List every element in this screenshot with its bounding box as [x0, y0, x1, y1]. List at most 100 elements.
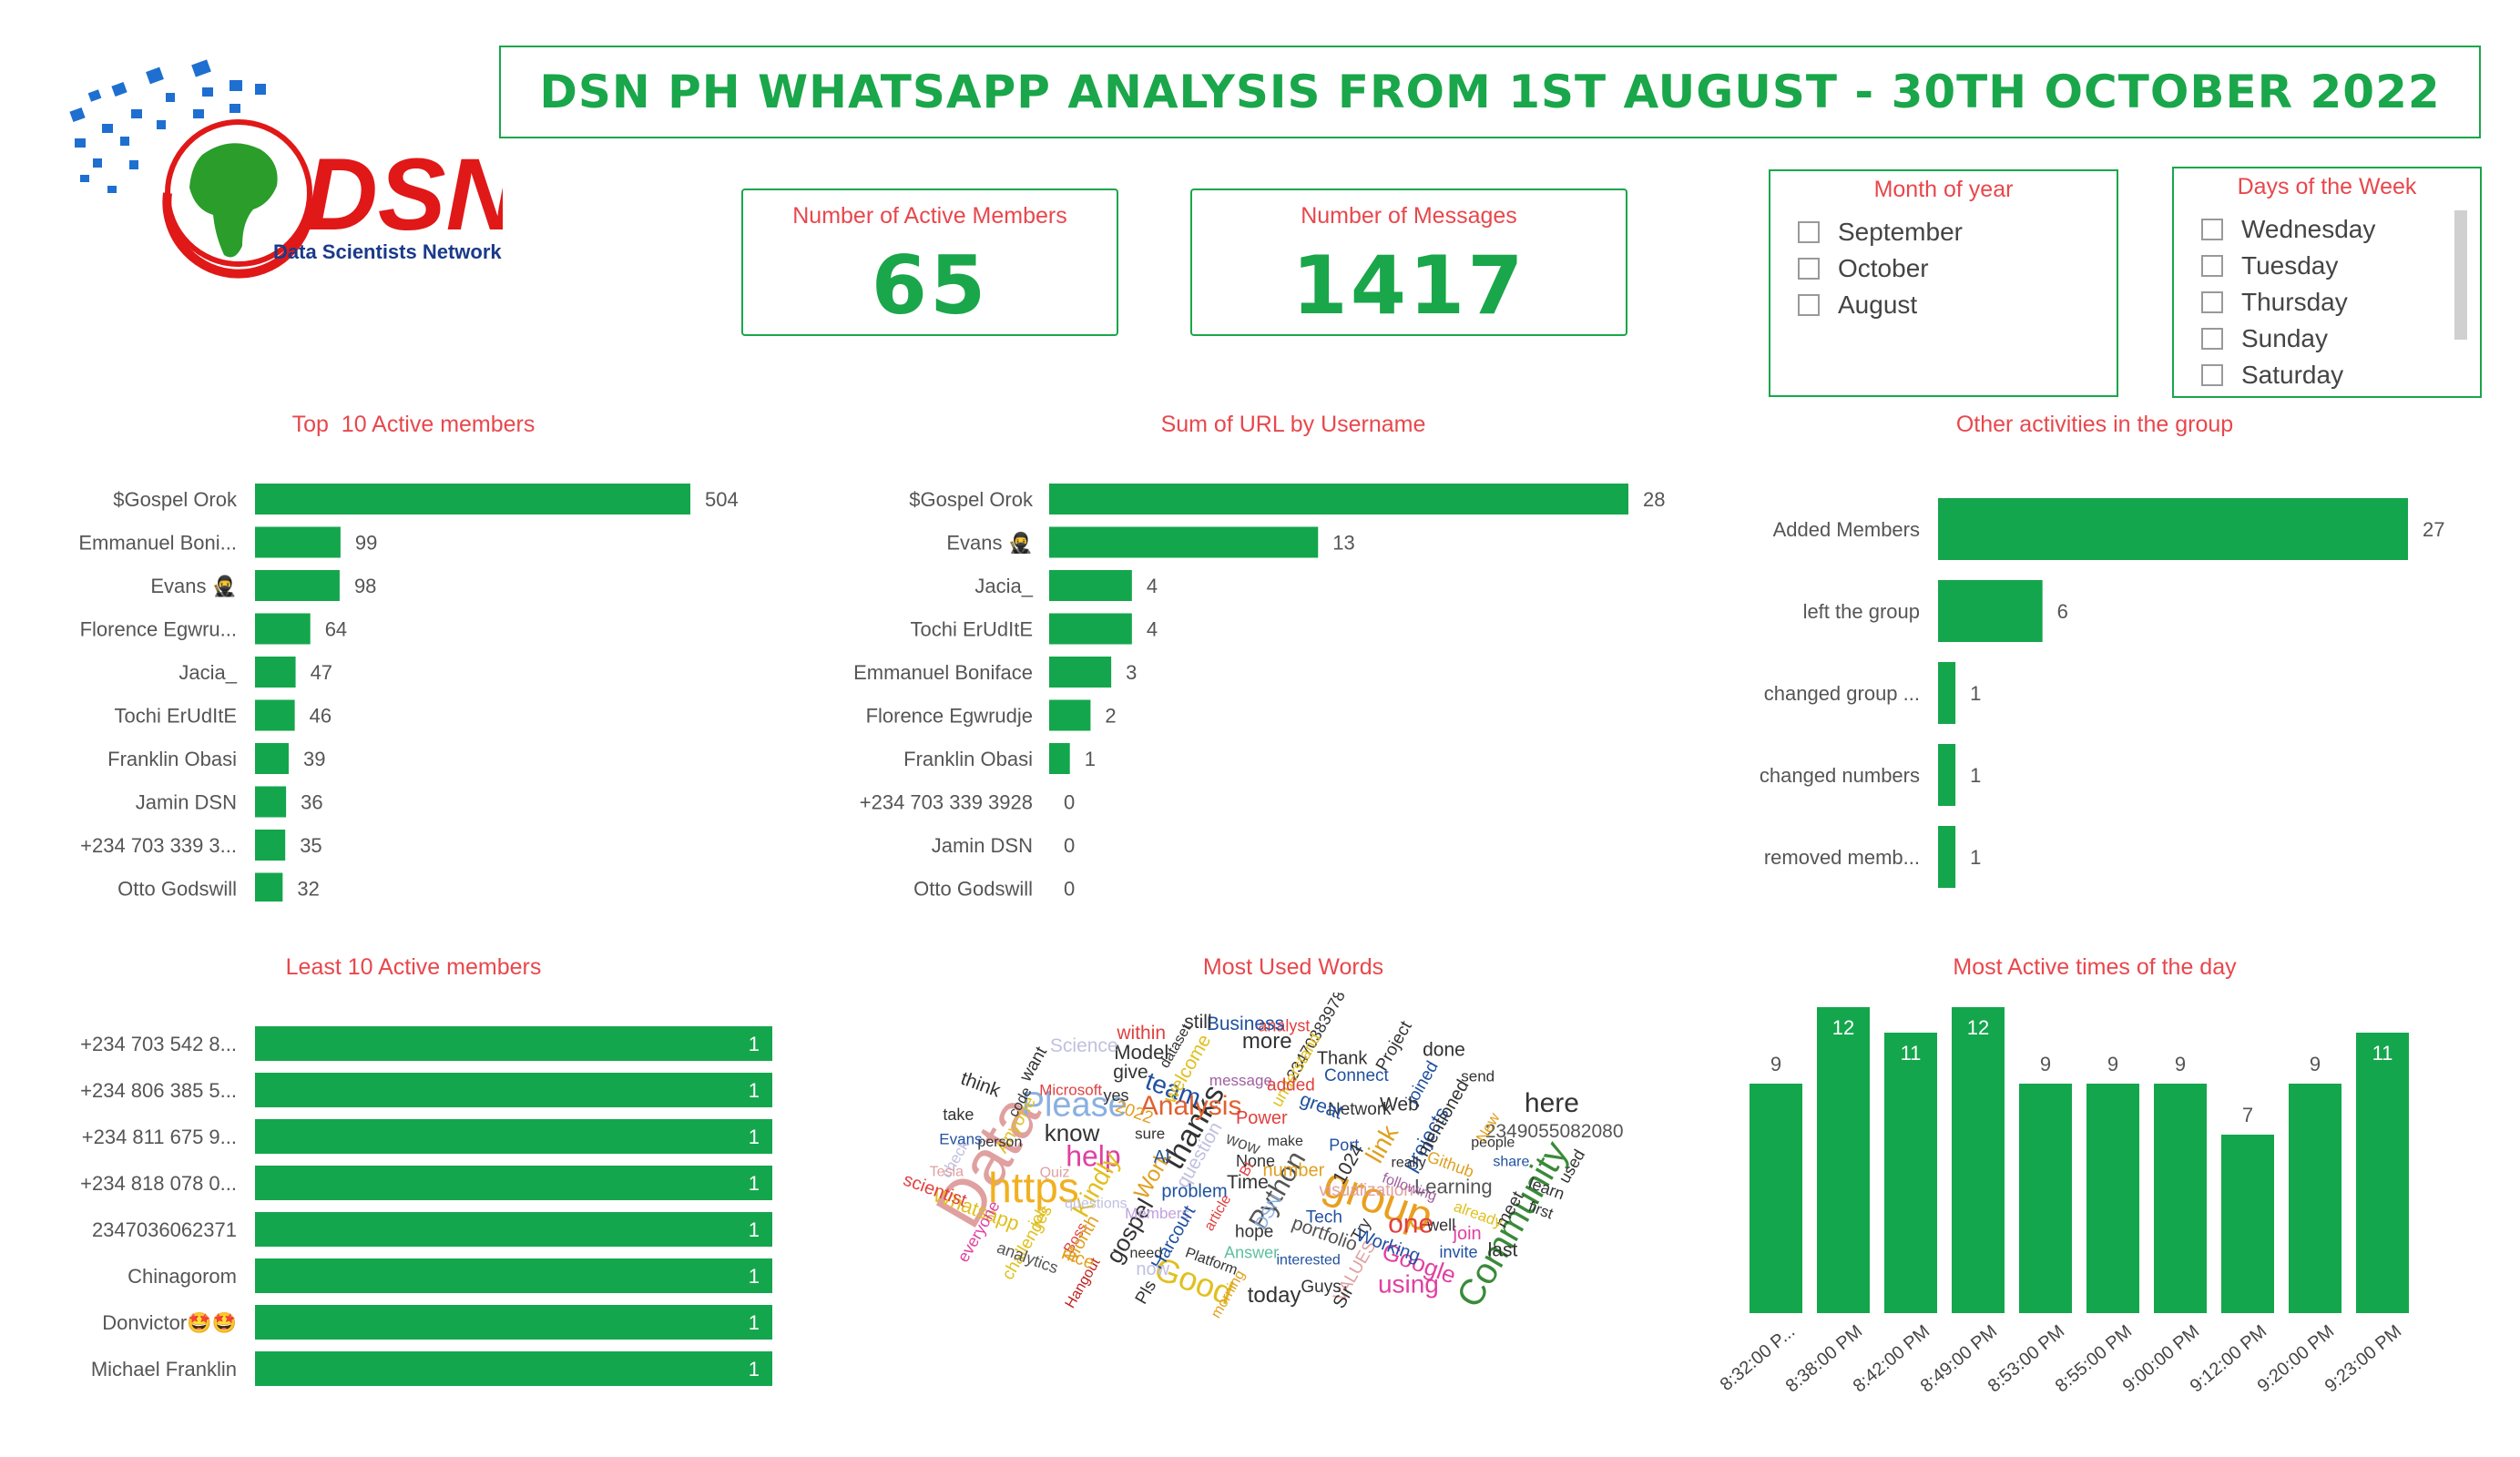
data-label: 1	[749, 1265, 760, 1288]
wordcloud-word: hope	[1235, 1222, 1273, 1241]
active-members-label: Number of Active Members	[792, 203, 1067, 229]
bar[interactable]	[255, 699, 295, 731]
bar[interactable]	[255, 743, 289, 774]
wordcloud-word: join	[1453, 1224, 1482, 1244]
checkbox-icon[interactable]	[2201, 364, 2223, 386]
bar[interactable]	[1049, 743, 1070, 774]
category-label: Otto Godswill	[913, 878, 1033, 901]
month-option[interactable]: August	[1798, 287, 2117, 323]
bar[interactable]	[1938, 580, 2043, 642]
messages-label: Number of Messages	[1301, 203, 1517, 229]
bar[interactable]	[1049, 699, 1091, 731]
wordcloud-word: analyst	[1258, 1017, 1310, 1035]
data-label: 0	[1064, 878, 1075, 901]
data-label: 1	[1970, 682, 1981, 705]
wordcloud-word: problem	[1161, 1181, 1227, 1201]
day-option[interactable]: Saturday	[2201, 357, 2480, 393]
bar[interactable]	[255, 526, 341, 558]
bar[interactable]	[255, 613, 311, 645]
data-label: 4	[1147, 618, 1158, 641]
bar[interactable]	[255, 786, 287, 818]
bar[interactable]	[1938, 744, 1956, 806]
bar[interactable]	[1817, 1007, 1870, 1313]
bar[interactable]	[1952, 1007, 2005, 1313]
data-label: 13	[1332, 532, 1354, 555]
bar[interactable]	[255, 1026, 772, 1061]
category-label: +234 818 078 0...	[80, 1172, 237, 1195]
days-slicer[interactable]: Days of the Week Wednesday Tuesday Thurs…	[2172, 167, 2482, 398]
wordcloud-word: Please	[1022, 1085, 1127, 1124]
chart-title-other: Other activities in the group	[1955, 412, 2234, 437]
wordcloud-word: share	[1493, 1155, 1529, 1170]
bar[interactable]	[2289, 1084, 2341, 1313]
wordcloud-word: questions	[1065, 1197, 1127, 1212]
bar[interactable]	[255, 830, 286, 861]
active-members-value: 65	[871, 239, 989, 332]
bar[interactable]	[1049, 526, 1319, 558]
data-label: 1	[749, 1172, 760, 1195]
wordcloud-word: give	[1113, 1062, 1148, 1083]
wordcloud-word: here	[1525, 1088, 1579, 1118]
bar[interactable]	[255, 1119, 772, 1154]
bar[interactable]	[255, 1212, 772, 1247]
data-label: 1	[749, 1358, 760, 1381]
bar[interactable]	[255, 1258, 772, 1293]
bar[interactable]	[1750, 1084, 1802, 1313]
data-label: 11	[1901, 1042, 1922, 1065]
bar[interactable]	[1938, 498, 2408, 560]
slicer-scrollbar[interactable]	[2454, 210, 2467, 340]
bar[interactable]	[1049, 613, 1132, 645]
bar[interactable]	[2086, 1084, 2139, 1313]
wordcloud-word: send	[1461, 1068, 1495, 1085]
bar[interactable]	[255, 1166, 772, 1200]
bar[interactable]	[255, 1351, 772, 1386]
day-option[interactable]: Sunday	[2201, 321, 2480, 357]
category-label: changed numbers	[1760, 764, 1920, 787]
bar[interactable]	[255, 1073, 772, 1107]
wordcloud-word: Microsoft	[1039, 1082, 1102, 1099]
checkbox-icon[interactable]	[1798, 294, 1820, 316]
checkbox-icon[interactable]	[1798, 221, 1820, 243]
data-label: 1	[1970, 764, 1981, 787]
month-slicer[interactable]: Month of year September October August	[1769, 169, 2118, 397]
checkbox-icon[interactable]	[2201, 255, 2223, 277]
bar[interactable]	[2221, 1135, 2274, 1313]
bar[interactable]	[2019, 1084, 2072, 1313]
bar[interactable]	[1884, 1033, 1937, 1313]
bar[interactable]	[2154, 1084, 2207, 1313]
checkbox-icon[interactable]	[1798, 258, 1820, 280]
wordcloud-word: visualization	[1319, 1181, 1413, 1200]
data-label: 1	[749, 1311, 760, 1334]
bar[interactable]	[1938, 826, 1956, 888]
bar[interactable]	[255, 484, 690, 515]
dashboard-title: DSN PH WHATSAPP ANALYSIS FROM 1ST AUGUST…	[499, 46, 2481, 138]
bar[interactable]	[255, 570, 340, 601]
data-label: 4	[1147, 575, 1158, 597]
wordcloud-word: Members	[1125, 1205, 1189, 1222]
data-label: 9	[2107, 1053, 2118, 1075]
category-label: Jacia_	[974, 575, 1033, 597]
checkbox-icon[interactable]	[2201, 328, 2223, 350]
bar[interactable]	[2356, 1033, 2409, 1313]
wordcloud-word: one	[1388, 1208, 1433, 1238]
bar[interactable]	[255, 1305, 772, 1340]
checkbox-icon[interactable]	[2201, 291, 2223, 313]
month-option[interactable]: September	[1798, 214, 2117, 250]
day-option[interactable]: Thursday	[2201, 284, 2480, 321]
bar[interactable]	[1049, 484, 1628, 515]
wordcloud-word: Business	[1207, 1014, 1284, 1034]
bar[interactable]	[1938, 662, 1956, 724]
wordcloud-word: Port	[1329, 1136, 1359, 1154]
bar[interactable]	[255, 872, 283, 902]
month-option[interactable]: October	[1798, 250, 2117, 287]
bar[interactable]	[1049, 570, 1132, 601]
data-label: 9	[2310, 1053, 2321, 1075]
data-label: 1	[749, 1126, 760, 1148]
data-label: 47	[311, 661, 332, 684]
day-option[interactable]: Tuesday	[2201, 248, 2480, 284]
checkbox-icon[interactable]	[2201, 219, 2223, 240]
bar[interactable]	[1049, 657, 1112, 688]
day-option[interactable]: Wednesday	[2201, 211, 2480, 248]
bar[interactable]	[255, 657, 296, 688]
